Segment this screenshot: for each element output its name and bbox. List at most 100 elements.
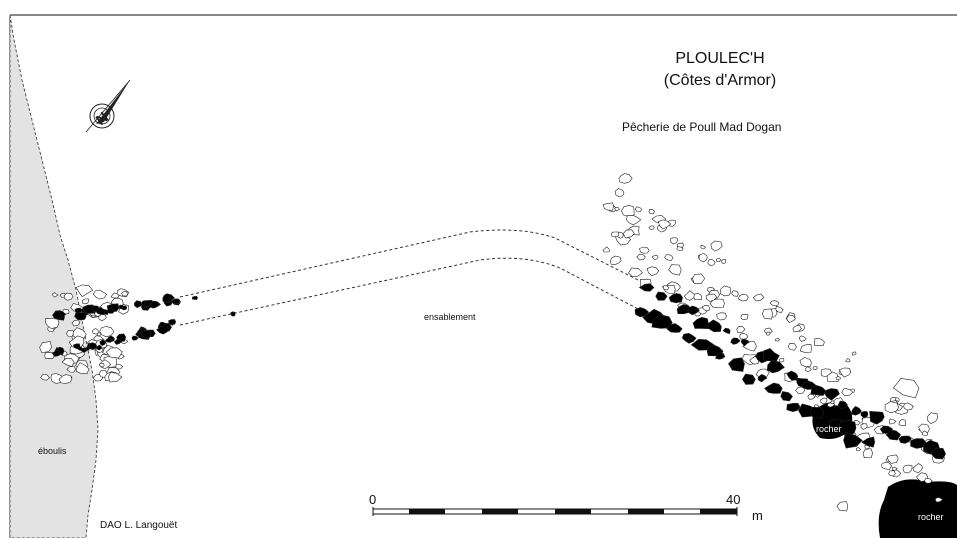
weir-stone-black — [728, 357, 745, 372]
weir-stone-outline — [820, 397, 828, 405]
weir-stone-black — [88, 342, 97, 350]
weir-stone-outline — [774, 338, 780, 342]
weir-stone-black — [824, 388, 840, 401]
weir-trace-lower — [179, 257, 641, 326]
weir-stone-outline — [710, 240, 723, 252]
weir-stone-outline — [40, 374, 50, 381]
weir-stone-black — [722, 327, 731, 335]
weir-stone-outline — [621, 204, 635, 218]
rock-label-2: rocher — [918, 512, 944, 522]
weir-stone-outline — [736, 326, 746, 334]
map-subtitle: (Côtes d'Armor) — [663, 72, 777, 89]
weir-stone-black — [757, 374, 768, 383]
weir-stone-outline — [622, 229, 635, 239]
weir-stone-outline — [820, 368, 832, 377]
weir-stone-outline — [903, 402, 914, 411]
weir-stone-outline — [731, 290, 739, 297]
weir-stone-outline — [898, 419, 906, 426]
weir-stone-black — [860, 411, 869, 418]
weir-stone-black — [687, 305, 700, 316]
weir-stone-outline — [766, 331, 771, 336]
weir-stone-black — [131, 335, 139, 341]
weir-stone-outline — [851, 351, 857, 356]
weir-stone-outline — [96, 332, 102, 337]
weir-stone-outline — [805, 366, 812, 372]
weir-stone-black — [843, 431, 863, 449]
weir-stone-black — [105, 338, 113, 343]
rock-label-1: rocher — [816, 424, 842, 434]
weir-stone-outline — [860, 423, 868, 430]
weir-stone-outline — [105, 347, 123, 359]
weir-stone-outline — [888, 418, 897, 425]
weir-stone-black — [764, 382, 783, 394]
weir-stone-outline — [677, 242, 684, 248]
weir-stone-outline — [884, 401, 899, 414]
weir-stone-outline — [58, 374, 73, 384]
credit-text: DAO L. Langouët — [100, 520, 178, 531]
scale-start: 0 — [369, 492, 377, 507]
weir-stone-black — [766, 359, 785, 374]
weir-stone-black — [668, 293, 683, 304]
weir-stone-outline — [855, 447, 861, 451]
weir-stone-outline — [894, 397, 900, 402]
weir-stone-black — [74, 312, 87, 321]
weir-stone-black — [99, 339, 107, 346]
weir-stone-black — [851, 406, 862, 416]
weir-stone-outline — [836, 501, 849, 512]
weir-stone-outline — [39, 341, 52, 354]
weir-stone-outline — [692, 273, 706, 284]
weir-stone-outline — [786, 314, 796, 323]
weir-stone-outline — [121, 291, 129, 297]
weir-stone-outline — [75, 362, 90, 375]
weir-stone-outline — [902, 464, 913, 474]
north-arrow-icon: N — [85, 79, 131, 133]
weir-stone-outline — [924, 477, 933, 484]
weir-stone-outline — [715, 258, 722, 263]
weir-stone-black — [230, 311, 236, 317]
weir-stone-outline — [614, 188, 625, 198]
weir-stone-outline — [807, 393, 816, 400]
weir-stone-black — [651, 314, 673, 329]
weir-stone-black — [780, 391, 793, 402]
rock-mass-large — [878, 479, 957, 538]
weir-stone-outline — [664, 254, 674, 261]
weir-stone-black — [139, 330, 152, 338]
weir-stone-outline — [927, 412, 938, 425]
weir-stone-outline — [628, 267, 644, 278]
weir-stone-outline — [716, 312, 727, 321]
weir-stone-outline — [602, 246, 610, 253]
weir-stone-black — [681, 332, 697, 344]
weir-stone-outline — [626, 214, 642, 226]
weir-stone-outline — [892, 378, 920, 399]
weir-stone-outline — [719, 285, 732, 297]
scale-bar — [372, 507, 738, 516]
weir-stone-black — [52, 310, 62, 320]
weir-stone-outline — [845, 358, 851, 363]
weir-stone-black — [861, 436, 876, 448]
weir-trace-upper — [179, 229, 649, 298]
weir-stone-black — [869, 410, 885, 425]
weir-stone-outline — [669, 237, 678, 245]
weir-stone-outline — [610, 231, 620, 238]
weir-stone-outline — [799, 357, 812, 368]
weir-stone-black — [690, 338, 715, 351]
weir-stone-outline — [634, 206, 642, 212]
weir-stone-black — [159, 321, 166, 327]
weir-stone-black — [742, 373, 756, 385]
weir-stone-outline — [792, 324, 802, 333]
weir-stone-outline — [841, 387, 854, 397]
weir-stone-outline — [610, 255, 622, 265]
weir-stone-outline — [798, 335, 807, 342]
weir-stone-outline — [701, 304, 710, 312]
weir-stone-black — [715, 352, 726, 360]
weir-stone-outline — [862, 448, 873, 459]
weir-stone-outline — [99, 326, 115, 338]
weir-stone-outline — [769, 300, 780, 307]
weir-stone-black — [84, 346, 90, 351]
weir-stone-outline — [921, 430, 928, 436]
weir-stone-outline — [92, 289, 108, 300]
weir-stone-black — [692, 316, 710, 330]
scree-label: éboulis — [38, 446, 67, 456]
weir-stone-outline — [614, 207, 620, 212]
